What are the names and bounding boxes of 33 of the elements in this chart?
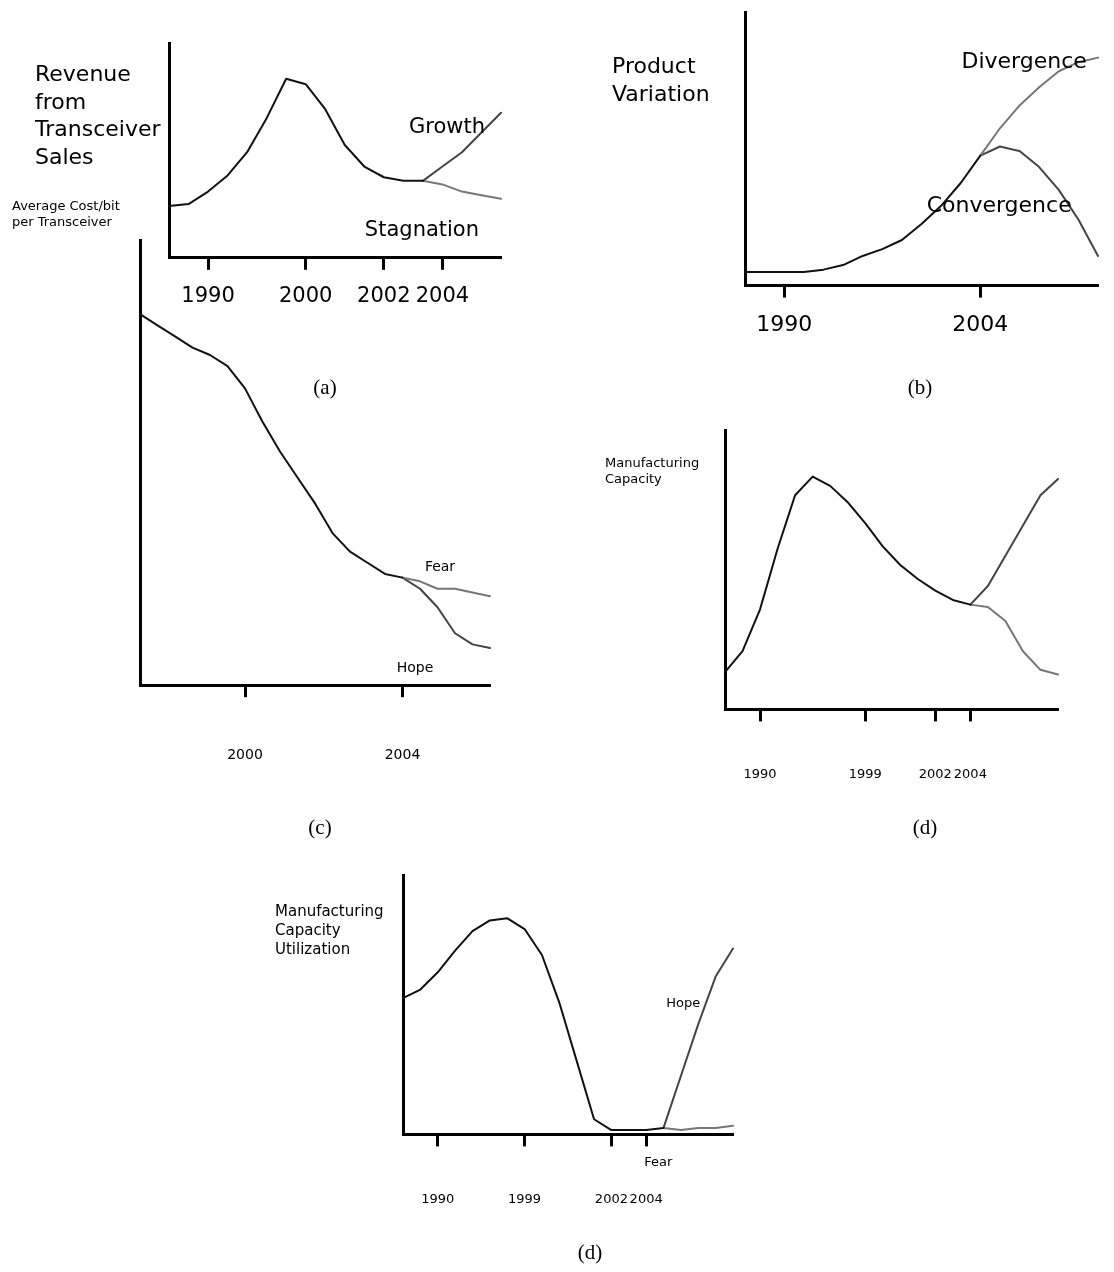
x-tick-label: 2002 xyxy=(357,282,411,307)
series-label: Growth xyxy=(408,114,485,139)
x-tick-label: 1999 xyxy=(848,765,882,781)
x-tick-label: 1990 xyxy=(743,765,777,781)
y-axis-title: Product Variation xyxy=(612,52,711,107)
x-tick-label: 2004 xyxy=(384,746,421,763)
y-axis-title: Revenue from Transceiver Sales xyxy=(35,60,162,170)
x-tick-label: 2004 xyxy=(953,765,987,781)
y-axis-title: Average Cost/bit per Transceiver xyxy=(12,198,121,231)
x-tick-label: 2000 xyxy=(278,282,333,307)
x-tick-label: 1990 xyxy=(421,1190,455,1206)
text: Hope xyxy=(396,658,434,675)
series-label: Hope xyxy=(666,995,701,1011)
series-label: Divergence xyxy=(961,47,1087,73)
series-label: Stagnation xyxy=(364,216,480,241)
text: (b) xyxy=(907,375,933,400)
x-tick-label: 2002 xyxy=(594,1190,628,1206)
x-tick-label: 1990 xyxy=(181,282,235,307)
y-axis-title: Manufacturing Capacity xyxy=(605,455,701,488)
x-tick-label: 1990 xyxy=(756,310,813,336)
x-tick-label: 1999 xyxy=(508,1190,542,1206)
x-tick-label: 2004 xyxy=(415,282,470,307)
x-tick-label: 2004 xyxy=(952,310,1009,336)
annotation: (a) xyxy=(313,375,337,400)
x-tick-label: 2002 xyxy=(918,765,952,781)
text: (d) xyxy=(577,1240,603,1265)
text: (c) xyxy=(308,815,332,840)
x-tick-label: 2000 xyxy=(227,746,263,763)
text: (d) xyxy=(912,815,938,840)
y-axis-title: Manufacturing Capacity Utilization xyxy=(275,902,385,959)
series-label: Fear xyxy=(424,558,456,575)
x-tick-label: 2004 xyxy=(629,1190,663,1206)
series-label: Fear xyxy=(644,1153,673,1169)
